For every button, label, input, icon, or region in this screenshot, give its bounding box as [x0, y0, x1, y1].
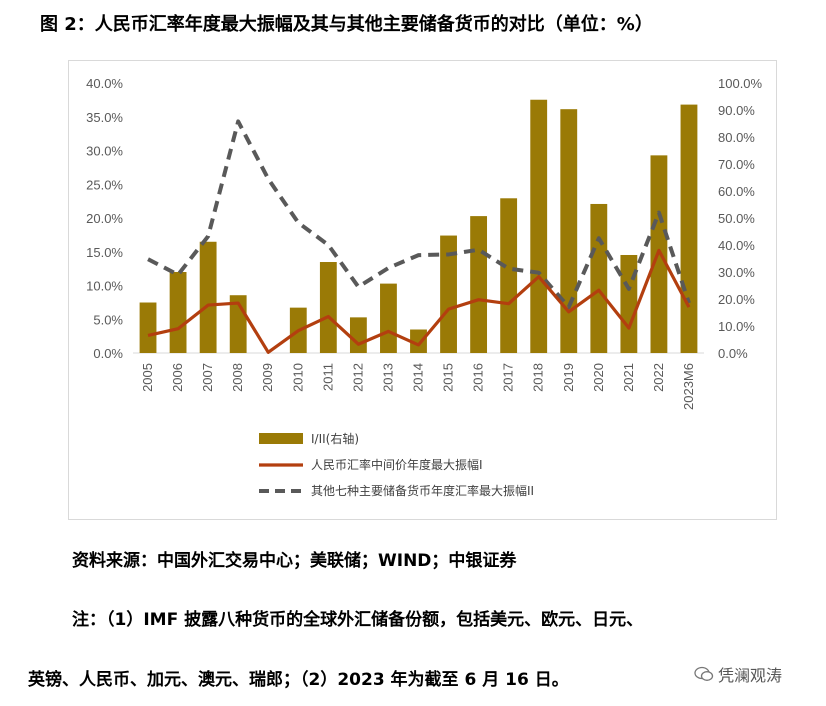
right-axis-tick-label: 20.0% — [718, 292, 755, 307]
bar — [349, 317, 367, 353]
x-axis-tick-label: 2011 — [320, 363, 335, 391]
bar — [199, 241, 217, 353]
x-axis-tick-label: 2019 — [561, 363, 576, 392]
x-axis-tick-label: 2010 — [290, 363, 305, 392]
right-axis-tick-label: 40.0% — [718, 238, 755, 253]
left-axis-tick-label: 15.0% — [86, 245, 123, 260]
x-axis-tick-label: 2022 — [651, 363, 666, 392]
right-axis-ticks: 0.0% 10.0% 20.0% 30.0% 40.0% 50.0% 60.0% 70.0% 8… — [718, 76, 763, 361]
footnote-line-2: 英镑、人民币、加元、澳元、瑞郎；（2）2023 年为截至 6 月 16 日。 — [28, 670, 569, 690]
right-axis-tick-label: 30.0% — [718, 265, 755, 280]
x-axis-tick-label: 2018 — [531, 363, 546, 392]
combo-chart: 0.0% 5.0% 10.0% 15.0% 20.0% 25.0% 30.0% 35.0% 40… — [86, 76, 763, 498]
bar — [500, 198, 518, 353]
right-axis-tick-label: 0.0% — [718, 346, 748, 361]
bar — [410, 329, 427, 353]
wechat-icon — [694, 666, 714, 681]
right-axis-tick-label: 70.0% — [718, 157, 755, 172]
x-axis-tick-label: 2012 — [350, 363, 365, 392]
x-axis-tick-label: 2017 — [501, 363, 516, 392]
chart-frame: 0.0% 5.0% 10.0% 15.0% 20.0% 25.0% 30.0% 35.0% 40… — [68, 60, 777, 520]
bar — [590, 203, 608, 353]
footnote-line-1: 注：（1）IMF 披露八种货币的全球外汇储备份额，包括美元、欧元、日元、 — [72, 610, 644, 630]
legend-label: 其他七种主要储备货币年度汇率最大振幅II — [311, 483, 534, 498]
right-axis-tick-label: 10.0% — [718, 319, 755, 334]
bar — [560, 109, 578, 353]
x-axis-ticks: 2005 2006 2007 2008 2009 2010 2011 2012 2013 2014… — [140, 363, 696, 410]
left-axis-tick-label: 35.0% — [86, 110, 123, 125]
bar — [139, 302, 157, 353]
x-axis-tick-label: 2014 — [411, 363, 426, 392]
watermark-text: 凭澜观涛 — [718, 666, 783, 685]
left-axis-tick-label: 0.0% — [93, 346, 123, 361]
bar — [680, 104, 698, 353]
rmb-line — [147, 248, 691, 354]
figure-title: 图 2：人民币汇率年度最大振幅及其与其他主要储备货币的对比（单位：%） — [40, 14, 653, 35]
legend: I/II(右轴) 人民币汇率中间价年度最大振幅I 其他七种主要储备货币年度汇率最大振… — [259, 431, 534, 498]
x-axis-tick-label: 2007 — [200, 363, 215, 392]
left-axis-tick-label: 40.0% — [86, 76, 123, 91]
left-axis-tick-label: 5.0% — [93, 312, 123, 327]
left-axis-tick-label: 10.0% — [86, 279, 123, 294]
legend-label: 人民币汇率中间价年度最大振幅I — [311, 457, 483, 472]
left-axis-tick-label: 30.0% — [86, 144, 123, 159]
x-axis-tick-label: 2016 — [471, 363, 486, 392]
x-axis-tick-label: 2006 — [170, 363, 185, 392]
bar — [470, 216, 488, 353]
source-note: 资料来源：中国外汇交易中心；美联储；WIND；中银证券 — [72, 551, 517, 571]
bar — [530, 99, 548, 353]
x-axis-tick-label: 2005 — [140, 363, 155, 392]
legend-swatch-bar — [259, 433, 303, 444]
x-axis-tick-label: 2013 — [380, 363, 395, 392]
right-axis-tick-label: 90.0% — [718, 103, 755, 118]
bar — [169, 272, 187, 353]
right-axis-tick-label: 60.0% — [718, 184, 755, 199]
right-axis-tick-label: 50.0% — [718, 211, 755, 226]
x-axis-tick-label: 2008 — [230, 363, 245, 392]
left-axis-tick-label: 25.0% — [86, 177, 123, 192]
legend-label: I/II(右轴) — [311, 431, 359, 446]
x-axis-tick-label: 2015 — [441, 363, 456, 392]
right-axis-tick-label: 100.0% — [718, 76, 763, 91]
x-axis-tick-label: 2021 — [621, 363, 636, 392]
x-axis-tick-label: 2009 — [260, 363, 275, 392]
right-axis-tick-label: 80.0% — [718, 130, 755, 145]
other-currencies-line — [147, 119, 691, 310]
left-axis-ticks: 0.0% 5.0% 10.0% 15.0% 20.0% 25.0% 30.0% 35.0% 40… — [86, 76, 123, 361]
bar-series — [139, 99, 698, 353]
watermark: 凭澜观涛 — [694, 662, 782, 686]
left-axis-tick-label: 20.0% — [86, 211, 123, 226]
bar — [319, 262, 337, 353]
x-axis-tick-label: 2020 — [591, 363, 606, 392]
bar — [440, 235, 457, 353]
line-series — [147, 119, 691, 354]
bar — [380, 283, 397, 353]
x-axis-tick-label: 2023M6 — [681, 363, 696, 410]
